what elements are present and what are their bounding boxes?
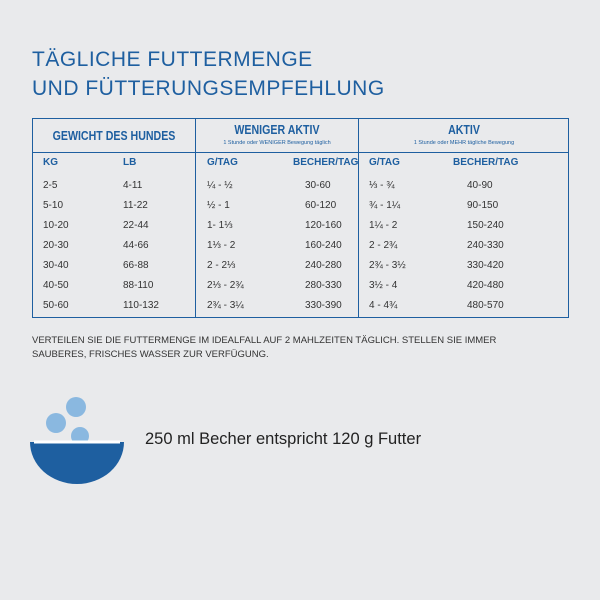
cell: 30-40: [43, 260, 69, 271]
cell: 240-280: [305, 260, 342, 271]
cell: 40-90: [467, 180, 493, 191]
cell: 20-30: [43, 240, 69, 251]
cell: 110-132: [123, 300, 159, 311]
group-title: GEWICHT DES HUNDES: [52, 129, 176, 143]
cell: 2¾ - 3¼: [207, 300, 244, 311]
cell: 90-150: [467, 200, 499, 211]
cell: 1¼ - 2: [369, 220, 398, 231]
cell: 40-50: [43, 280, 69, 291]
divider: [195, 119, 196, 317]
cell: 280-330: [305, 280, 342, 291]
note: VERTEILEN SIE DIE FUTTERMENGE IM IDEALFA…: [32, 335, 497, 360]
cell: 160-240: [305, 240, 342, 251]
footer-text: 250 ml Becher entspricht 120 g Futter: [145, 430, 422, 448]
group-subtitle: 1 Stunde oder MEHR tägliche Bewegung: [413, 140, 515, 146]
bowl-icon: [30, 397, 124, 484]
cell: ¾ - 1¼: [369, 200, 401, 211]
group-subtitle: 1 Stunde oder WENIGER Bewegung täglich: [223, 140, 331, 146]
cell: 3½ - 4: [369, 280, 398, 291]
cell: 10-20: [43, 220, 69, 231]
column-header: LB: [123, 157, 137, 168]
cell: 480-570: [467, 300, 504, 311]
cell: 30-60: [305, 180, 331, 191]
cell: 2-5: [43, 180, 58, 191]
column-header: G/TAG: [207, 157, 238, 168]
title: TÄGLICHE FUTTERMENGE: [32, 48, 313, 71]
cell: 2 - 2¾: [369, 240, 398, 251]
cell: 22-44: [123, 220, 149, 231]
cell: 5-10: [43, 200, 64, 211]
cell: 66-88: [123, 260, 149, 271]
table: GEWICHT DES HUNDES WENIGER AKTIV 1 Stunde …: [32, 118, 569, 318]
cell: 120-160: [305, 220, 342, 231]
cell: 150-240: [467, 220, 504, 231]
cell: 240-330: [467, 240, 504, 251]
cell: 50-60: [43, 300, 69, 311]
cell: 2¾ - 3½: [369, 260, 406, 271]
column-header: BECHER/TAG: [453, 157, 519, 168]
column-header: KG: [43, 157, 58, 168]
cell: 420-480: [467, 280, 504, 291]
cell: 2⅓ - 2¾: [207, 280, 244, 291]
cell: 60-120: [305, 200, 337, 211]
cell: 4 - 4¾: [369, 300, 398, 311]
cell: 2 - 2⅓: [207, 260, 236, 271]
column-header: BECHER/TAG: [293, 157, 359, 168]
cell: ⅓ - ¾: [369, 180, 395, 191]
cell: 88-110: [123, 280, 154, 291]
divider: [33, 152, 568, 153]
cell: ¼ - ½: [207, 180, 233, 191]
cell: 11-22: [123, 200, 148, 211]
group-title: AKTIV: [448, 123, 480, 137]
cell: 4-11: [123, 180, 143, 191]
title: UND FÜTTERUNGSEMPFEHLUNG: [32, 77, 385, 100]
group-title: WENIGER AKTIV: [234, 123, 320, 137]
cell: 44-66: [123, 240, 149, 251]
cell: 330-420: [467, 260, 504, 271]
column-header: G/TAG: [369, 157, 400, 168]
cell: 330-390: [305, 300, 342, 311]
cell: 1- 1⅓: [207, 220, 233, 231]
divider: [358, 119, 359, 317]
cell: 1⅓ - 2: [207, 240, 236, 251]
cell: ½ - 1: [207, 200, 230, 211]
